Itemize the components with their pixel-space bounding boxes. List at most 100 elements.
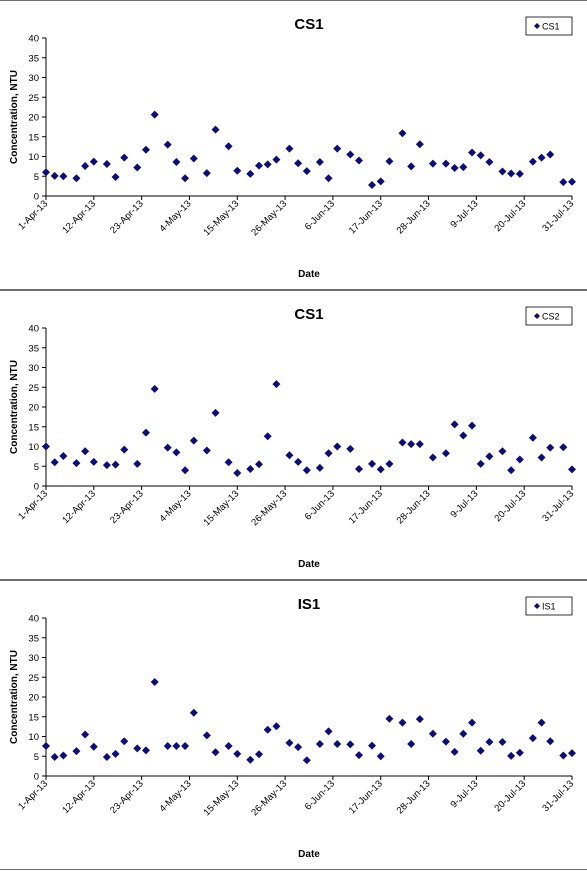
data-point	[50, 753, 59, 762]
data-point	[141, 145, 150, 154]
data-point	[476, 746, 485, 755]
y-tick-label: 40	[28, 324, 39, 335]
data-point	[89, 157, 98, 166]
chart-panel-1: CS1 0 5 10 15 20 25 30 35 40 1-Apr-13 12-Apr-13 23-A…	[0, 0, 587, 290]
data-point	[89, 742, 98, 751]
y-axis-title: Concentration, NTU	[9, 70, 20, 164]
data-point	[111, 460, 120, 469]
data-point	[441, 159, 450, 168]
y-tick-label: 10	[28, 442, 39, 453]
data-point	[89, 457, 98, 466]
data-point	[468, 148, 477, 157]
data-point	[233, 468, 242, 477]
data-point	[415, 440, 424, 449]
x-tick-label: 4-May-13	[157, 778, 193, 814]
y-tick-label: 0	[34, 192, 39, 203]
data-point	[376, 465, 385, 474]
data-point	[224, 142, 233, 151]
x-tick-label: 23-Apr-13	[108, 778, 146, 816]
y-tick-label: 15	[28, 422, 39, 433]
data-point	[150, 384, 159, 393]
data-point	[302, 756, 311, 765]
data-point	[202, 169, 211, 178]
data-point	[507, 466, 516, 475]
x-tick-label: 20-Jul-13	[493, 488, 529, 524]
data-point	[333, 442, 342, 451]
data-point	[263, 160, 272, 169]
x-tick-label: 17-Jun-13	[347, 198, 385, 236]
data-point	[428, 453, 437, 462]
data-point	[211, 748, 220, 757]
data-point	[172, 158, 181, 167]
y-tick-label: 5	[34, 752, 39, 763]
data-point	[559, 443, 568, 452]
data-point	[272, 155, 281, 164]
data-point	[398, 438, 407, 447]
x-tick-label: 15-May-13	[201, 198, 241, 238]
legend-box	[525, 16, 573, 36]
x-tick-label: 12-Apr-13	[60, 198, 98, 236]
data-point	[515, 455, 524, 464]
data-point	[568, 177, 576, 186]
data-point	[263, 725, 272, 734]
y-tick-label: 10	[28, 732, 39, 743]
data-point	[172, 448, 181, 457]
data-point	[133, 163, 142, 172]
data-point	[398, 718, 407, 727]
data-point	[202, 731, 211, 740]
data-point	[285, 738, 294, 747]
data-point	[285, 451, 294, 460]
data-point	[385, 157, 394, 166]
data-point	[302, 167, 311, 176]
data-point	[246, 755, 255, 764]
legend-box	[525, 596, 573, 616]
data-point	[102, 753, 111, 762]
data-point	[294, 457, 303, 466]
data-point	[163, 443, 172, 452]
data-point	[42, 741, 50, 750]
chart-panel-2: CS1 0 5 10 15 20 25 30 35 40 1-Apr-13 12-Apr-13 23-A…	[0, 290, 587, 580]
data-point	[255, 161, 264, 170]
y-tick-label: 20	[28, 693, 39, 704]
data-point	[202, 446, 211, 455]
data-point	[441, 737, 450, 746]
data-point	[568, 465, 576, 474]
x-tick-label: 12-Apr-13	[60, 488, 98, 526]
data-point	[263, 432, 272, 441]
data-point	[441, 449, 450, 458]
data-point	[354, 465, 363, 474]
data-point	[50, 171, 59, 180]
data-point	[537, 453, 546, 462]
y-tick-label: 40	[28, 614, 39, 625]
data-point	[528, 433, 537, 442]
data-point	[302, 466, 311, 475]
legend: IS1	[525, 596, 573, 616]
scatter-chart-is1: IS1 0 5 10 15 20 25 30 35 40 1-Apr-13 12-Apr-13 23-A…	[9, 596, 576, 860]
x-tick-label: 15-May-13	[201, 488, 241, 528]
x-tick-label: 28-Jun-13	[395, 198, 433, 236]
x-axis-title: Date	[298, 269, 320, 280]
data-point	[528, 734, 537, 743]
data-point	[528, 157, 537, 166]
y-tick-label: 10	[28, 152, 39, 163]
data-point	[398, 129, 407, 138]
data-point	[233, 749, 242, 758]
data-point	[246, 465, 255, 474]
data-point	[476, 459, 485, 468]
data-point	[224, 741, 233, 750]
data-point	[42, 442, 50, 451]
y-tick-label: 15	[28, 712, 39, 723]
x-tick-label: 26-May-13	[249, 198, 289, 238]
data-point	[42, 168, 50, 177]
data-point	[120, 153, 129, 162]
legend-marker	[534, 603, 540, 609]
data-point	[211, 408, 220, 417]
chart-panel-3: IS1 0 5 10 15 20 25 30 35 40 1-Apr-13 12-Apr-13 23-A…	[0, 580, 587, 870]
data-point	[72, 174, 81, 183]
data-point	[415, 140, 424, 149]
scatter-chart-cs2: CS1 0 5 10 15 20 25 30 35 40 1-Apr-13 12-Apr-13 23-A…	[9, 306, 576, 570]
x-tick-label: 31-Jul-13	[540, 778, 576, 814]
data-point	[120, 445, 129, 454]
data-point	[498, 447, 507, 456]
x-tick-label: 1-Apr-13	[16, 488, 50, 522]
